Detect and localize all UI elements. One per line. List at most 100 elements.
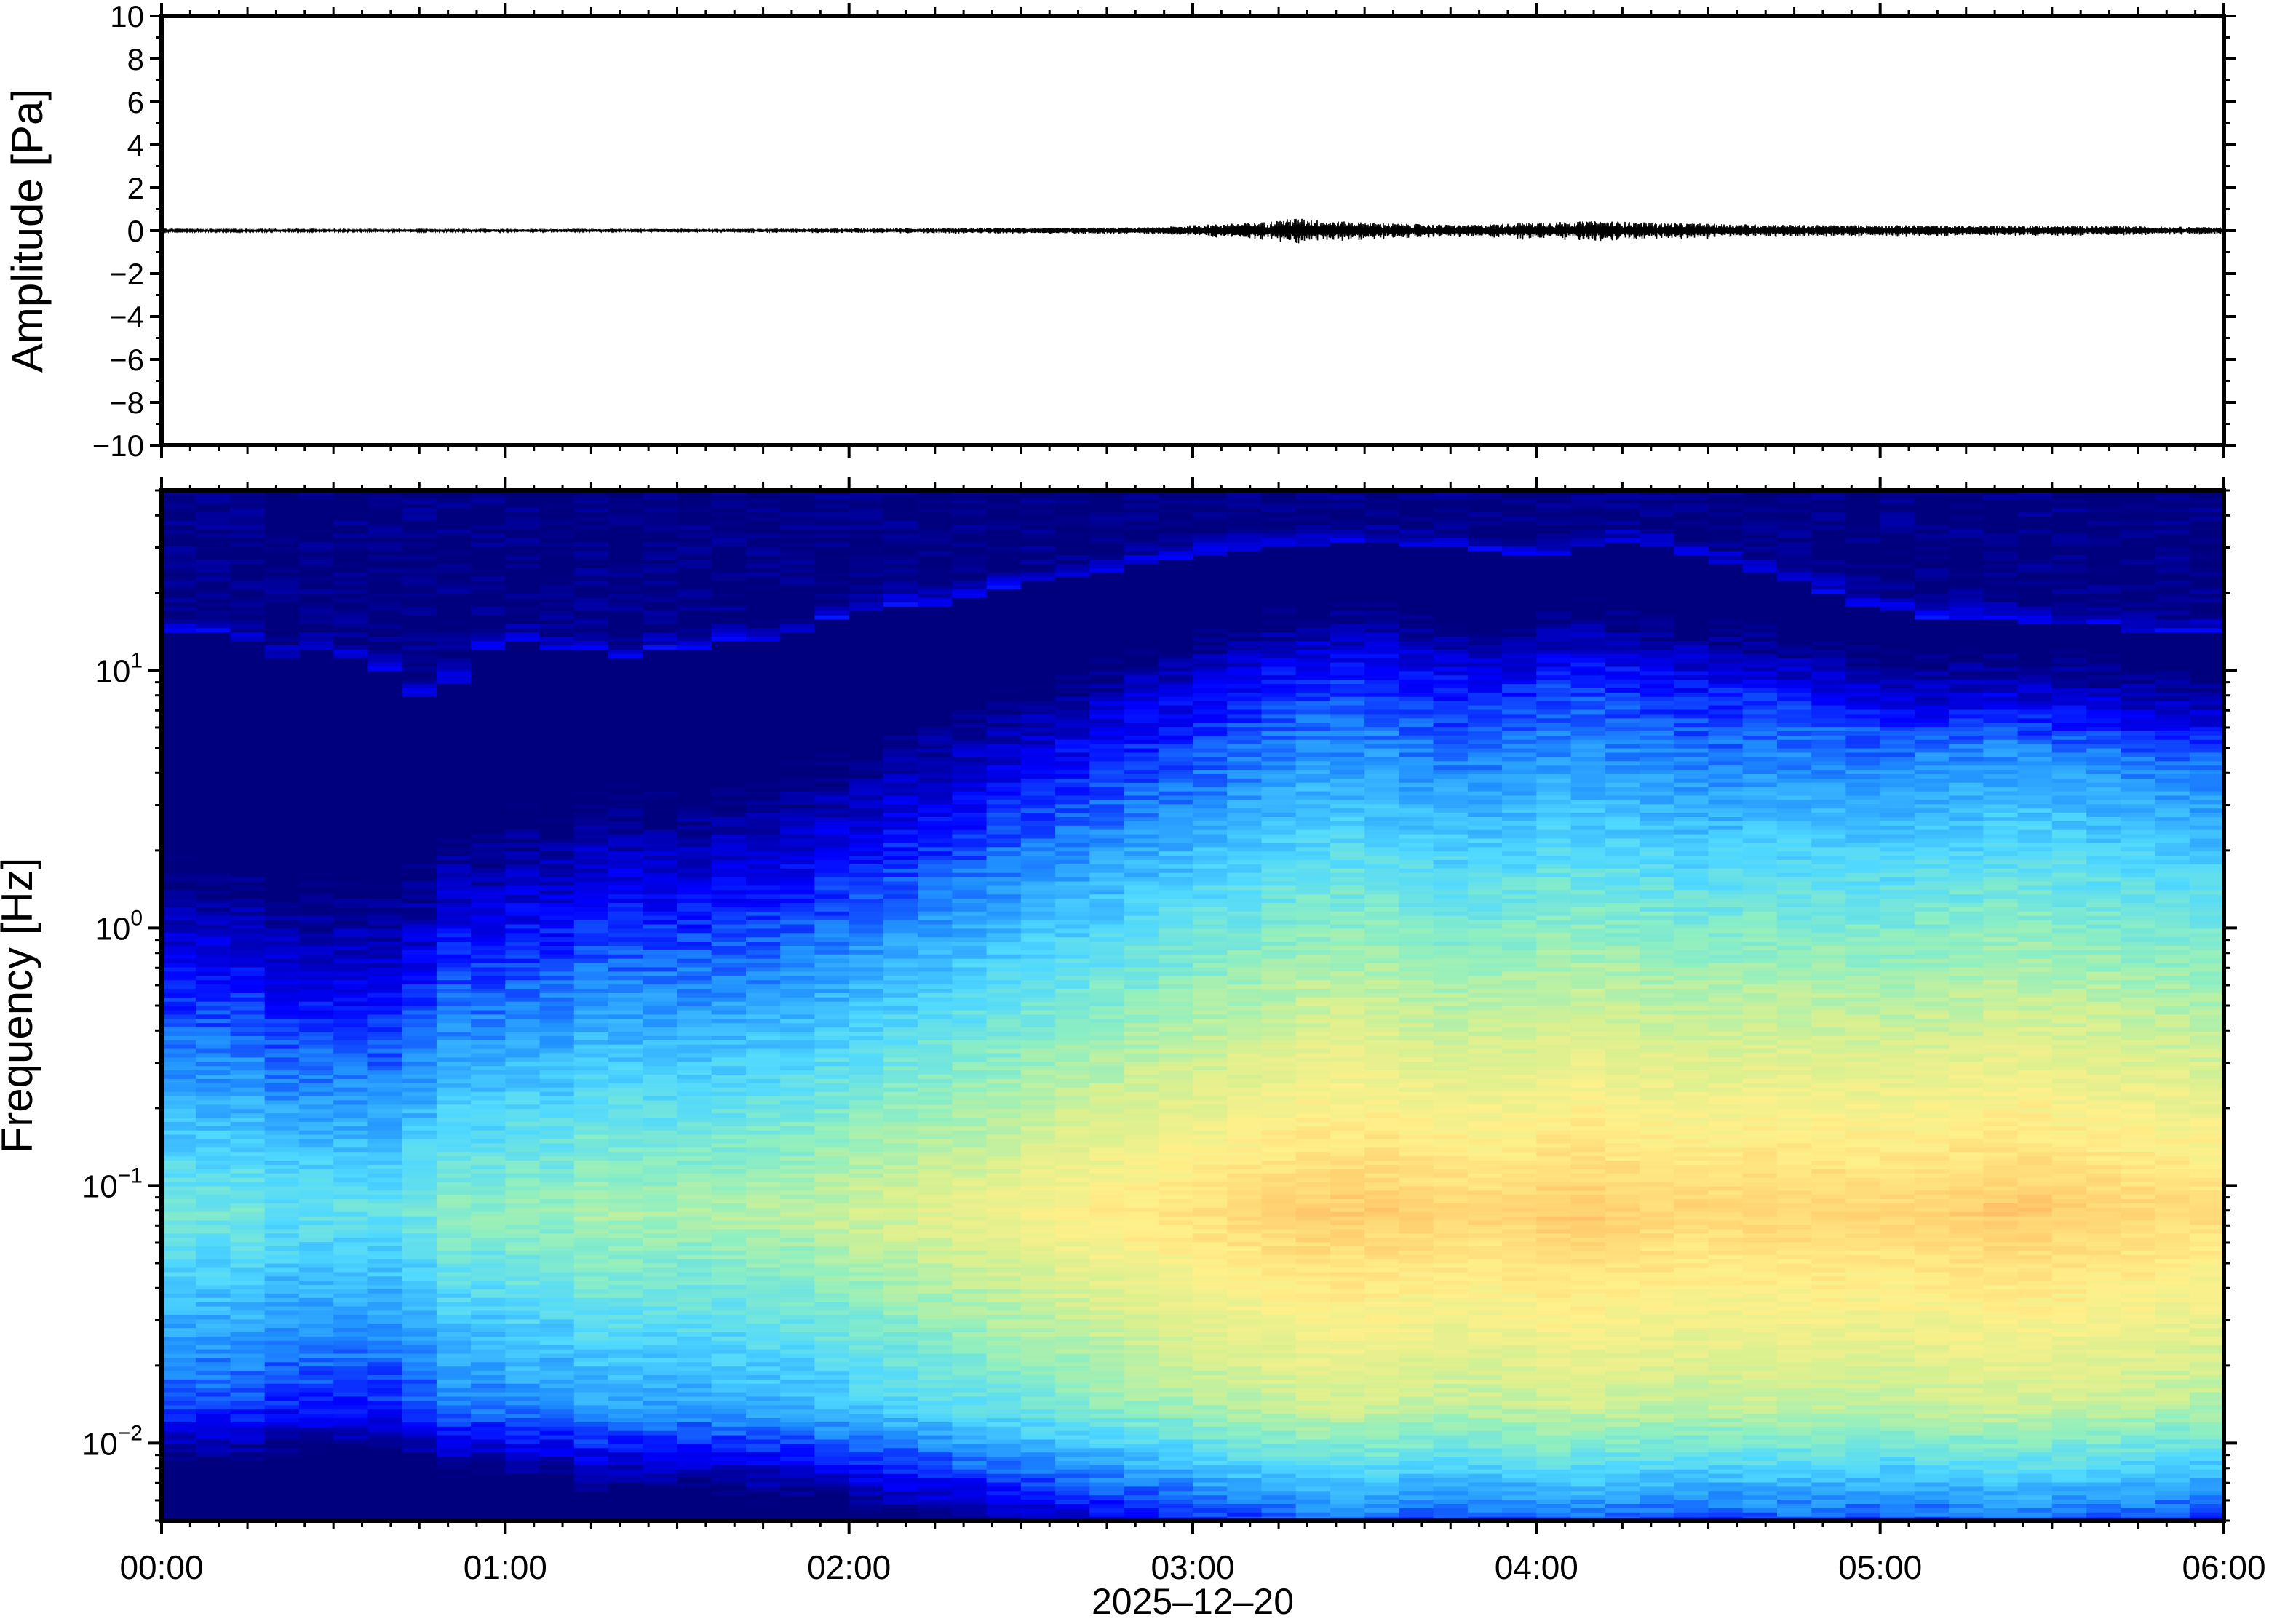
spectrogram-cell [746, 928, 781, 934]
spectrogram-cell [608, 1349, 643, 1354]
spectrogram-cell [711, 1478, 747, 1483]
spectrogram-cell [643, 602, 678, 607]
spectrogram-cell [367, 812, 403, 817]
spectrogram-cell [333, 1289, 368, 1294]
spectrogram-cell [746, 1271, 781, 1277]
spectrogram-cell [608, 1392, 643, 1397]
spectrogram-cell [608, 739, 643, 744]
spectrogram-cell [471, 679, 506, 685]
spectrogram-cell [264, 765, 300, 771]
spectrogram-cell [746, 529, 781, 534]
spectrogram-cell [333, 1087, 368, 1092]
spectrogram-cell [298, 1233, 334, 1238]
spectrogram-cell [402, 688, 437, 693]
spectrogram-cell [505, 1104, 541, 1110]
spectrogram-cell [505, 837, 541, 843]
spectrogram-cell [608, 1314, 643, 1320]
spectrogram-cell [711, 713, 747, 719]
spectrogram-cell [333, 923, 368, 929]
spectrogram-cell [264, 851, 300, 856]
spectrogram-cell [643, 1289, 678, 1294]
spectrogram-cell [539, 516, 575, 521]
spectrogram-cell [436, 726, 472, 731]
spectrogram-cell [608, 516, 643, 521]
spectrogram-cell [746, 791, 781, 796]
spectrogram-cell [711, 782, 747, 787]
spectrogram-cell [471, 670, 506, 676]
spectrogram-cell [539, 1027, 575, 1032]
spectrogram-cell [814, 1074, 850, 1079]
spectrogram-cell [402, 1040, 437, 1045]
spectrogram-cell [677, 1383, 712, 1388]
spectrogram-cell [814, 1083, 850, 1088]
spectrogram-cell [746, 1104, 781, 1110]
spectrogram-cell [814, 782, 850, 787]
spectrogram-cell [333, 1078, 368, 1083]
spectrogram-cell [230, 589, 266, 594]
spectrogram-cell [471, 1289, 506, 1294]
spectrogram-cell [298, 1340, 334, 1345]
spectrogram-cell [677, 619, 712, 624]
spectrogram-cell [643, 880, 678, 886]
spectrogram-cell [333, 778, 368, 783]
spectrogram-cell [677, 554, 712, 560]
spectrogram-cell [367, 1027, 403, 1032]
spectrogram-cell [780, 1018, 815, 1024]
spectrogram-cell [471, 864, 506, 869]
spectrogram-cell [471, 610, 506, 616]
spectrogram-cell [162, 1469, 196, 1474]
spectrogram-cell [677, 1271, 712, 1277]
spectrogram-cell [539, 1349, 575, 1354]
spectrogram-cell [746, 829, 781, 835]
spectrogram-cell [298, 1349, 334, 1354]
spectrogram-cell [711, 1198, 747, 1203]
spectrogram-cell [780, 705, 815, 710]
spectrogram-cell [677, 880, 712, 886]
spectrogram-cell [436, 803, 472, 809]
spectrogram-cell [746, 1048, 781, 1054]
spectrogram-cell [677, 864, 712, 869]
spectrogram-cell [471, 1207, 506, 1212]
spectrogram-cell [573, 1259, 609, 1264]
spectrogram-cell [814, 632, 850, 637]
spectrogram-cell [230, 1275, 266, 1281]
spectrogram-cell [608, 1147, 643, 1153]
spectrogram-cell [196, 911, 231, 916]
spectrogram-cell [643, 666, 678, 672]
spectrogram-cell [643, 958, 678, 963]
spectrogram-cell [814, 1151, 850, 1157]
spectrogram-cell [780, 1181, 815, 1187]
spectrogram-cell [643, 1345, 678, 1350]
spectrogram-cell [608, 1169, 643, 1174]
spectrogram-cell [539, 1259, 575, 1264]
spectrogram-cell [333, 859, 368, 864]
spectrogram-cell [298, 1275, 334, 1281]
spectrogram-cell [711, 954, 747, 959]
spectrogram-cell [780, 529, 815, 534]
spectrogram-cell [780, 537, 815, 543]
spectrogram-cell [162, 950, 196, 955]
spectrogram-cell [162, 1284, 196, 1289]
spectrogram-cell [608, 834, 643, 839]
spectrogram-cell [814, 932, 850, 938]
spectrogram-cell [746, 520, 781, 525]
spectrogram-cell [436, 769, 472, 774]
spectrogram-cell [505, 1435, 541, 1440]
spectrogram-cell [746, 1293, 781, 1298]
spectrogram-cell [333, 1203, 368, 1208]
spectrogram-cell [677, 1035, 712, 1040]
spectrogram-cell [780, 872, 815, 877]
spectrogram-cell [333, 546, 368, 552]
spectrogram-cell [367, 859, 403, 864]
spectrogram-cell [264, 868, 300, 873]
spectrogram-cell [333, 1147, 368, 1153]
spectrogram-cell [436, 653, 472, 658]
spectrogram-cell [298, 756, 334, 762]
spectrogram-cell [814, 1327, 850, 1332]
spectrogram-cell [539, 868, 575, 873]
spectrogram-cell [402, 593, 437, 599]
spectrogram-cell [264, 1035, 300, 1040]
spectrogram-cell [711, 623, 747, 629]
spectrogram-cell [780, 1379, 815, 1384]
spectrogram-cell [230, 920, 266, 925]
